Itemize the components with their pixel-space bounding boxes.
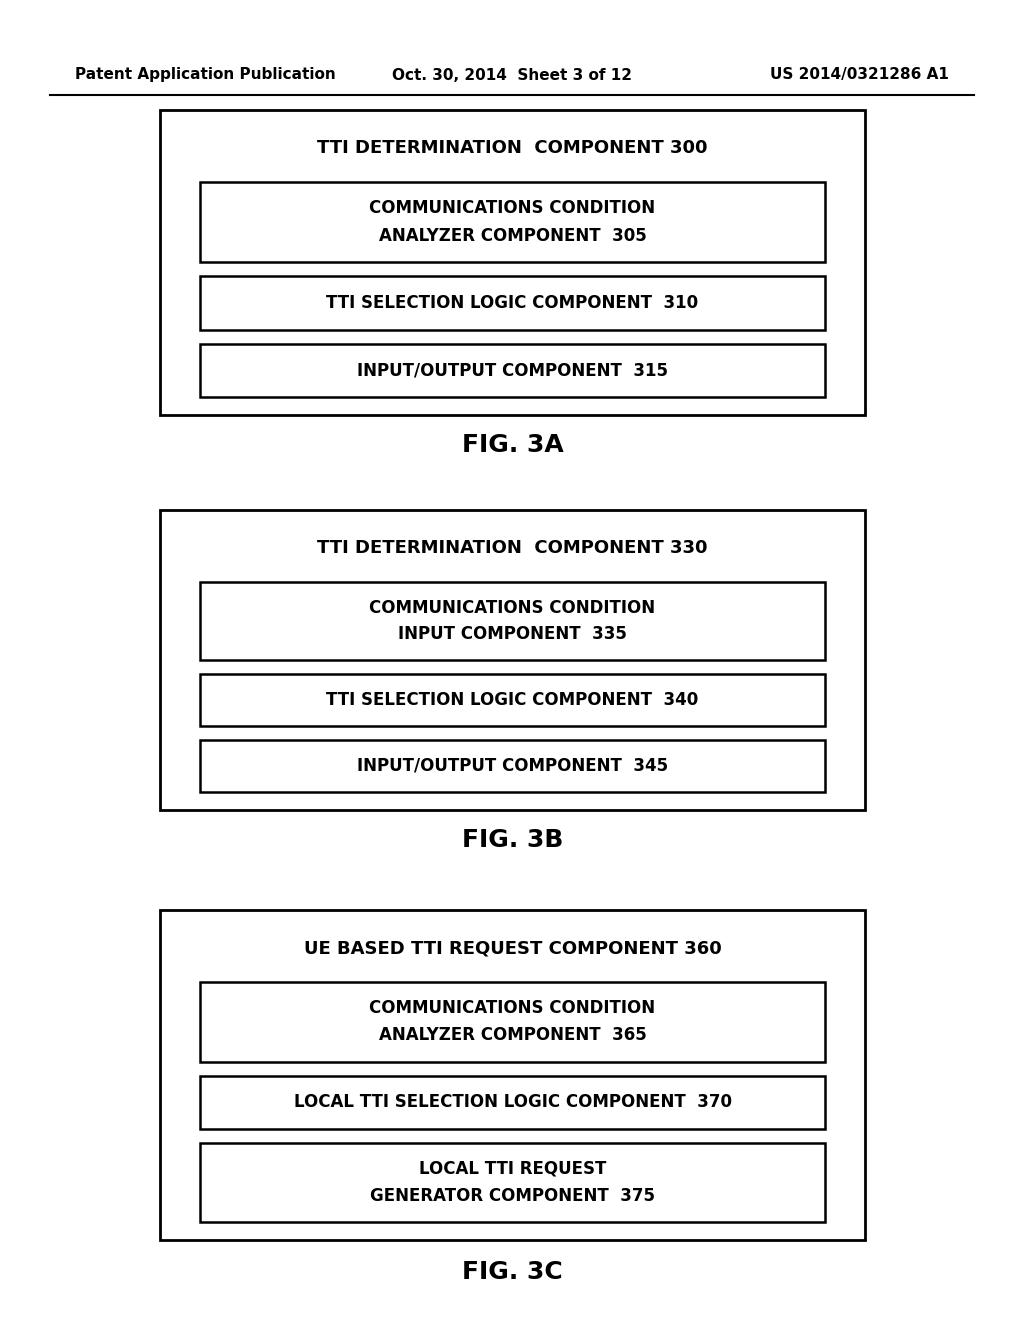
Text: GENERATOR COMPONENT  375: GENERATOR COMPONENT 375 — [370, 1187, 655, 1205]
Bar — [200, 182, 825, 263]
Bar — [200, 741, 825, 792]
Text: US 2014/0321286 A1: US 2014/0321286 A1 — [770, 67, 949, 82]
Text: FIG. 3A: FIG. 3A — [462, 433, 563, 457]
Text: LOCAL TTI SELECTION LOGIC COMPONENT  370: LOCAL TTI SELECTION LOGIC COMPONENT 370 — [294, 1093, 731, 1111]
Text: ANALYZER COMPONENT  365: ANALYZER COMPONENT 365 — [379, 1026, 646, 1044]
Text: FIG. 3C: FIG. 3C — [462, 1261, 563, 1284]
Text: COMMUNICATIONS CONDITION: COMMUNICATIONS CONDITION — [370, 599, 655, 616]
Text: COMMUNICATIONS CONDITION: COMMUNICATIONS CONDITION — [370, 999, 655, 1018]
Bar — [200, 982, 825, 1061]
Bar — [200, 675, 825, 726]
Text: LOCAL TTI REQUEST: LOCAL TTI REQUEST — [419, 1160, 606, 1177]
Text: Patent Application Publication: Patent Application Publication — [75, 67, 336, 82]
Bar — [200, 1076, 825, 1129]
Text: FIG. 3B: FIG. 3B — [462, 828, 563, 851]
Bar — [160, 510, 865, 810]
Text: INPUT COMPONENT  335: INPUT COMPONENT 335 — [398, 626, 627, 643]
Text: COMMUNICATIONS CONDITION: COMMUNICATIONS CONDITION — [370, 199, 655, 218]
Bar — [200, 276, 825, 330]
Text: TTI SELECTION LOGIC COMPONENT  310: TTI SELECTION LOGIC COMPONENT 310 — [327, 294, 698, 312]
Text: ANALYZER COMPONENT  305: ANALYZER COMPONENT 305 — [379, 227, 646, 244]
Text: Oct. 30, 2014  Sheet 3 of 12: Oct. 30, 2014 Sheet 3 of 12 — [392, 67, 632, 82]
Text: INPUT/OUTPUT COMPONENT  345: INPUT/OUTPUT COMPONENT 345 — [357, 756, 668, 775]
Bar — [160, 909, 865, 1239]
Text: TTI DETERMINATION  COMPONENT 300: TTI DETERMINATION COMPONENT 300 — [317, 139, 708, 157]
Text: TTI DETERMINATION  COMPONENT 330: TTI DETERMINATION COMPONENT 330 — [317, 539, 708, 557]
Bar — [200, 582, 825, 660]
Text: INPUT/OUTPUT COMPONENT  315: INPUT/OUTPUT COMPONENT 315 — [357, 362, 668, 379]
Text: UE BASED TTI REQUEST COMPONENT 360: UE BASED TTI REQUEST COMPONENT 360 — [304, 939, 721, 957]
Bar — [200, 343, 825, 397]
Bar — [200, 1143, 825, 1222]
Bar — [160, 110, 865, 414]
Text: TTI SELECTION LOGIC COMPONENT  340: TTI SELECTION LOGIC COMPONENT 340 — [327, 690, 698, 709]
